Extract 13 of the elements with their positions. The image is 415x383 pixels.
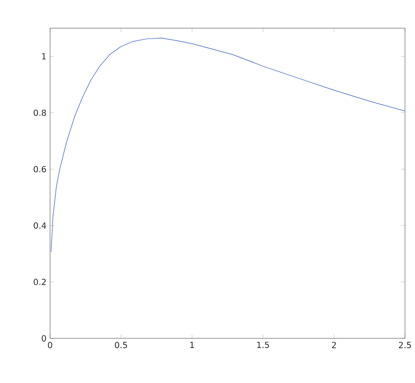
line-series — [50, 38, 405, 252]
x-tick-label: 1 — [190, 342, 194, 348]
y-tick-label: 0.8 — [34, 110, 46, 116]
y-tick-label: 0.6 — [34, 166, 46, 172]
y-tick-label: 0.2 — [34, 278, 46, 286]
y-tick-label: 1 — [42, 53, 46, 60]
x-tick-label: 0.5 — [114, 342, 128, 348]
x-tick-label: 2.5 — [398, 342, 411, 348]
y-tick-label: 0.4 — [34, 222, 46, 229]
x-tick-label: 2 — [332, 342, 336, 348]
x-tick-label: 1.5 — [257, 342, 269, 348]
y-tick-label: 0 — [42, 335, 46, 342]
x-tick-label: 0 — [48, 342, 52, 348]
